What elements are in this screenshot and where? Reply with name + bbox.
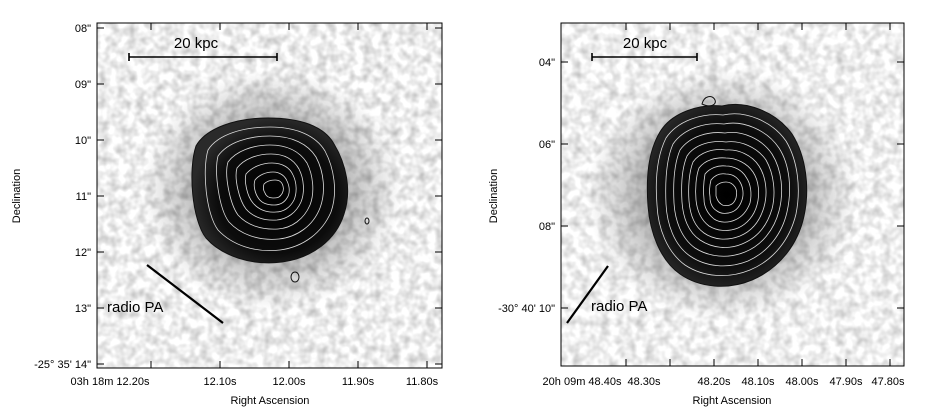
right-xtick: 47.90s [829, 376, 863, 388]
right-radio-pa-line [566, 265, 609, 324]
left-ytick: 10" [75, 135, 91, 147]
left-x-axis-label: Right Ascension [231, 395, 310, 407]
left-y-axis-label: Declination [11, 169, 23, 223]
left-xtick: 11.90s [342, 376, 375, 388]
right-ytick: -30° 40' 10" [498, 303, 555, 315]
left-scalebar: 20 kpc [128, 35, 278, 61]
left-ytick: 08" [75, 23, 91, 35]
left-ytick: 12" [75, 247, 91, 259]
right-image [561, 23, 904, 366]
right-xtick: 48.10s [741, 376, 775, 388]
right-frame [560, 22, 905, 367]
left-radio-pa-line [146, 264, 224, 324]
left-y-tick-labels: 08" 09" 10" 11" 12" 13" -25° 35' 14" [34, 23, 91, 371]
right-radio-pa-label: radio PA [591, 298, 647, 315]
right-xtick: 48.30s [627, 376, 661, 388]
left-panel: 20 kpc radio PA 08" 09" 10" 11" 12" 13" … [11, 22, 443, 407]
left-ytick: 13" [75, 303, 91, 315]
left-xtick: 12.00s [272, 376, 306, 388]
left-ytick: 09" [75, 79, 91, 91]
left-tick-marks [97, 23, 442, 368]
right-x-axis-label: Right Ascension [693, 395, 772, 407]
left-xtick: 03h 18m 12.20s [71, 376, 150, 388]
left-xtick: 11.80s [406, 376, 439, 388]
left-scalebar-label: 20 kpc [174, 35, 219, 52]
right-tick-marks [561, 23, 904, 366]
right-ytick: 04" [539, 57, 555, 69]
right-xtick: 48.20s [697, 376, 731, 388]
left-ytick: 11" [76, 191, 91, 203]
left-xtick: 12.10s [203, 376, 237, 388]
right-xtick: 48.00s [785, 376, 819, 388]
left-radio-pa-label: radio PA [107, 299, 163, 316]
right-x-tick-labels: 20h 09m 48.40s 48.30s 48.20s 48.10s 48.0… [543, 376, 905, 388]
right-ytick: 06" [539, 139, 555, 151]
right-scalebar-label: 20 kpc [623, 35, 668, 52]
right-y-axis-label: Declination [488, 169, 500, 223]
left-image [97, 23, 442, 368]
right-panel: 20 kpc radio PA 04" 06" 08" -30° 40' 10"… [488, 22, 905, 407]
right-xtick: 47.80s [871, 376, 905, 388]
right-xtick: 20h 09m 48.40s [543, 376, 622, 388]
right-ytick: 08" [539, 221, 555, 233]
left-galaxy-core [191, 118, 348, 263]
left-x-tick-labels: 03h 18m 12.20s 12.10s 12.00s 11.90s 11.8… [71, 376, 439, 388]
right-y-tick-labels: 04" 06" 08" -30° 40' 10" [498, 57, 555, 315]
left-ytick: -25° 35' 14" [34, 359, 91, 371]
right-contours [646, 96, 808, 287]
left-contours [191, 117, 370, 283]
right-scalebar: 20 kpc [591, 35, 698, 61]
